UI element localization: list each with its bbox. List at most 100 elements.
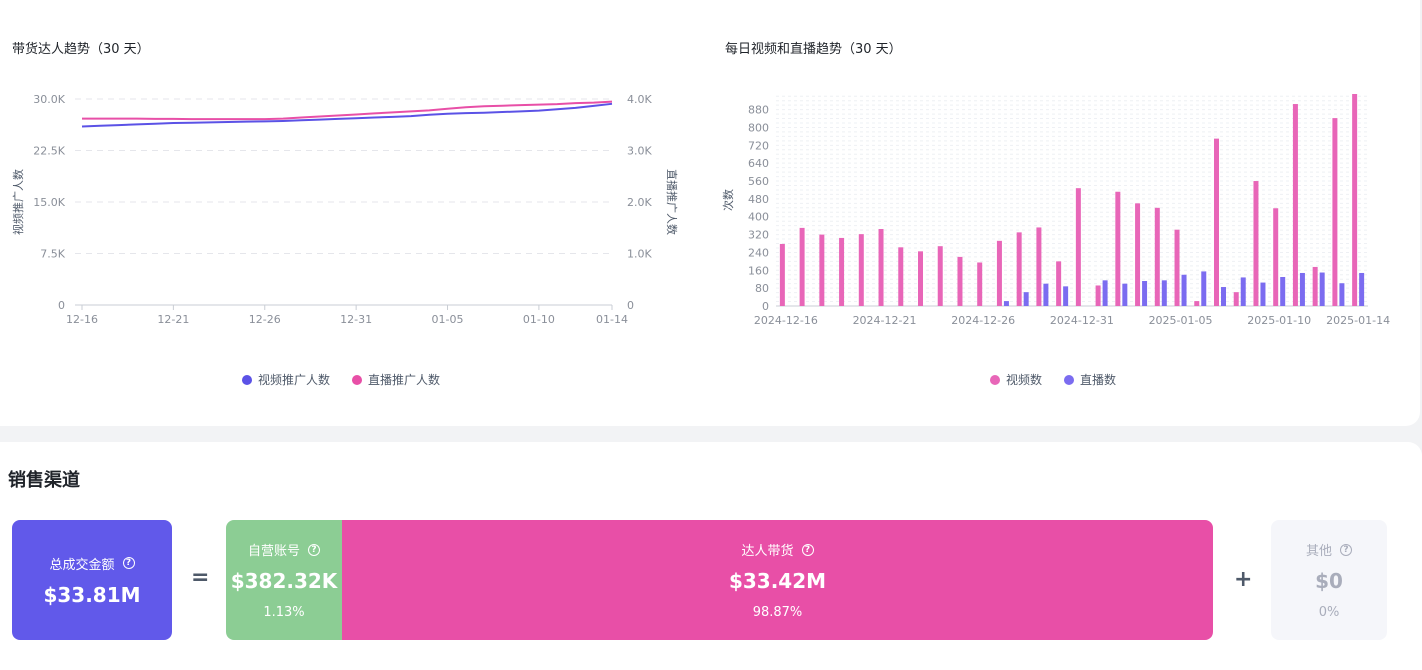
bar-videos bbox=[1174, 229, 1180, 306]
x-tick-label: 01-10 bbox=[523, 313, 555, 326]
bar-videos bbox=[878, 229, 884, 306]
y-tick-label: 0 bbox=[58, 299, 65, 312]
creator-trend-chart: 30.0K22.5K15.0K7.5K04.0K3.0K2.0K1.0K012-… bbox=[11, 93, 679, 326]
y-tick-label: 80 bbox=[755, 282, 769, 295]
series-line-video-promoters bbox=[81, 102, 613, 128]
total-gmv-label: 总成交金额 bbox=[49, 557, 115, 573]
bar-videos bbox=[1233, 292, 1239, 306]
help-icon[interactable]: ? bbox=[1340, 543, 1352, 556]
other-box: 其他 ? $0 0% bbox=[1271, 520, 1387, 640]
bar-lives bbox=[1280, 276, 1286, 306]
legend-item-live-promoters[interactable]: 直播推广人数 bbox=[352, 371, 440, 388]
x-tick-label: 2024-12-26 bbox=[951, 314, 1015, 327]
bar-videos bbox=[1095, 285, 1101, 306]
x-tick-label: 2025-01-14 bbox=[1326, 314, 1390, 327]
bar-lives bbox=[1201, 271, 1207, 306]
bar-videos bbox=[1312, 266, 1318, 306]
bar-lives bbox=[1299, 272, 1305, 306]
bar-lives bbox=[1339, 283, 1345, 306]
y-tick-label: 15.0K bbox=[33, 196, 65, 209]
help-icon[interactable]: ? bbox=[122, 557, 135, 569]
legend-dot-icon bbox=[352, 374, 363, 385]
bar-videos bbox=[1214, 138, 1219, 306]
x-tick-label: 01-14 bbox=[596, 313, 628, 326]
bar-lives bbox=[1221, 287, 1226, 306]
chart-title-daily-trend: 每日视频和直播趋势（30 天） bbox=[725, 42, 902, 57]
legend-item-video-promoters[interactable]: 视频推广人数 bbox=[242, 371, 330, 388]
creator-sales-label: 达人带货 bbox=[741, 544, 794, 559]
x-tick-label: 12-31 bbox=[340, 313, 372, 326]
x-tick-label: 12-21 bbox=[157, 313, 189, 326]
bar-videos bbox=[1154, 207, 1160, 306]
x-tick-label: 12-16 bbox=[66, 313, 98, 326]
y-tick-label: 320 bbox=[748, 229, 769, 242]
y-tick-label: 7.5K bbox=[40, 248, 65, 261]
y-tick-label: 22.5K bbox=[33, 145, 65, 158]
bar-videos bbox=[799, 227, 805, 306]
x-tick-label: 2024-12-16 bbox=[754, 314, 818, 327]
creator-sales-pct: 98.87% bbox=[752, 605, 803, 620]
y-tick-label: 880 bbox=[748, 104, 769, 117]
creator-sales-value: $33.42M bbox=[728, 569, 827, 593]
other-pct: 0% bbox=[1318, 605, 1340, 620]
y-axis-title: 次数 bbox=[721, 189, 735, 211]
creator-trend-legend: 视频推广人数 直播推广人数 bbox=[242, 371, 440, 388]
legend-label: 视频推广人数 bbox=[258, 373, 331, 387]
bar-videos bbox=[1075, 188, 1081, 306]
bar-videos bbox=[918, 251, 923, 306]
y-tick-label: 720 bbox=[748, 139, 769, 152]
bar-videos bbox=[1115, 191, 1121, 306]
other-label-row: 其他 ? bbox=[1306, 540, 1352, 559]
bar-videos bbox=[898, 247, 904, 306]
bar-videos bbox=[1194, 301, 1200, 306]
help-icon[interactable]: ? bbox=[801, 543, 814, 556]
legend-dot-icon bbox=[1064, 374, 1075, 385]
bar-lives bbox=[1063, 286, 1069, 306]
legend-item-lives[interactable]: 直播数 bbox=[1064, 371, 1116, 388]
help-icon[interactable]: ? bbox=[308, 543, 320, 556]
self-account-label-row: 自营账号 ? bbox=[248, 540, 320, 559]
total-gmv-value: $33.81M bbox=[43, 582, 141, 607]
bar-lives bbox=[1359, 272, 1365, 306]
y2-axis-title: 直播推广人数 bbox=[665, 169, 679, 235]
bar-lives bbox=[1181, 274, 1187, 306]
bar-videos bbox=[779, 243, 785, 306]
bar-lives bbox=[1102, 280, 1108, 306]
sales-channel-title: 销售渠道 bbox=[8, 470, 80, 491]
bar-lives bbox=[1161, 280, 1167, 306]
bar-lives bbox=[1240, 277, 1246, 306]
bar-videos bbox=[1056, 261, 1062, 306]
other-label: 其他 bbox=[1305, 544, 1332, 559]
y-tick-label: 240 bbox=[748, 246, 769, 259]
bar-videos bbox=[1016, 232, 1022, 306]
bar-lives bbox=[1319, 272, 1325, 306]
y-tick-label: 560 bbox=[748, 175, 769, 188]
self-account-value: $382.32K bbox=[230, 569, 338, 593]
bar-videos bbox=[839, 237, 845, 306]
total-gmv-box: 总成交金额 ? $33.81M bbox=[12, 520, 172, 640]
creator-sales-label-row: 达人带货 ? bbox=[741, 540, 814, 559]
bar-lives bbox=[1003, 301, 1009, 306]
bar-videos bbox=[819, 234, 825, 306]
y-axis-title: 视频推广人数 bbox=[11, 169, 25, 235]
x-tick-label: 2025-01-05 bbox=[1149, 314, 1213, 327]
bar-videos bbox=[1135, 203, 1141, 306]
daily-trend-legend: 视频数 直播数 bbox=[990, 371, 1116, 388]
y-tick-label: 640 bbox=[748, 157, 769, 170]
bar-videos bbox=[1292, 104, 1298, 306]
legend-dot-icon bbox=[242, 374, 252, 385]
bar-lives bbox=[1260, 282, 1266, 306]
total-gmv-label-row: 总成交金额 ? bbox=[49, 554, 135, 573]
bar-videos bbox=[996, 240, 1002, 306]
legend-label: 直播数 bbox=[1080, 373, 1117, 387]
x-tick-label: 01-05 bbox=[432, 313, 464, 326]
bar-videos bbox=[1352, 94, 1358, 306]
bar-videos bbox=[1273, 208, 1279, 306]
x-tick-label: 2024-12-31 bbox=[1050, 314, 1114, 327]
legend-item-videos[interactable]: 视频数 bbox=[990, 371, 1042, 388]
y-tick-label: 400 bbox=[748, 211, 769, 224]
trend-card: 带货达人趋势（30 天） 30.0K 22.5K 15.0K 7.5K 0 4.0K 3.0… bbox=[0, 0, 1420, 426]
x-tick-label: 2025-01-10 bbox=[1247, 314, 1311, 327]
daily-video-live-chart: 880800720640560480400320240160800次数2024-… bbox=[721, 94, 1390, 327]
x-tick-label: 12-26 bbox=[249, 313, 281, 326]
